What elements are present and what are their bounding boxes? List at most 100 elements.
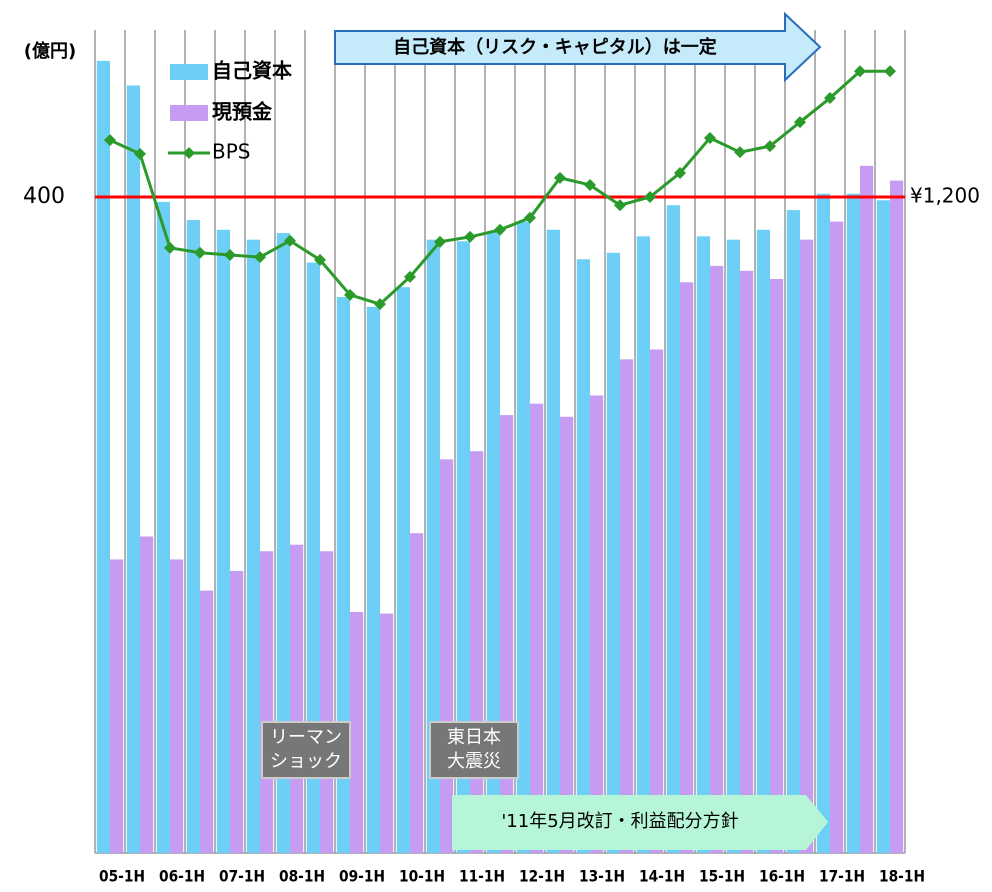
bar [380,613,394,853]
bps-marker [494,223,506,236]
bar [560,416,574,853]
bar [530,403,544,853]
bar [680,282,694,853]
bar [200,590,214,853]
bps-marker [374,298,386,311]
bps-marker [794,116,806,129]
x-tick-label: 14-1H [639,867,685,886]
bar [126,85,140,854]
bar [276,233,290,853]
bps-marker [134,147,146,160]
y-unit-label: (億円) [24,40,76,62]
bps-marker [254,251,266,264]
bar [876,200,890,853]
bar [740,270,754,853]
bar [290,544,304,853]
y-tick-label: 400 [23,184,65,209]
bar [846,193,860,854]
bar [440,459,454,853]
bar [170,559,184,853]
x-tick-label: 15-1H [699,867,745,886]
bps-marker [344,288,356,301]
x-tick-label: 12-1H [519,867,565,886]
bar [546,229,560,854]
bar [140,536,154,853]
bps-marker [284,234,296,247]
bar [636,236,650,854]
bar [516,221,530,854]
bps-marker [104,134,116,147]
x-tick-label: 07-1H [219,867,265,886]
bps-marker [884,65,896,78]
bar [470,451,484,853]
bar [710,265,724,853]
legend-swatch [170,105,208,121]
x-tick-label: 16-1H [759,867,805,886]
x-tick-label: 08-1H [279,867,325,886]
annotation-box [334,11,822,83]
bar [620,359,634,853]
bps-marker [644,191,656,203]
annotation-box [429,721,519,779]
bar [410,533,424,853]
bar [860,165,874,854]
bps-marker [614,199,626,212]
x-tick-label: 11-1H [459,867,505,886]
bps-marker [464,230,476,243]
bar [486,231,500,853]
bar [890,180,904,854]
annotation-box [452,795,828,850]
legend-marker [183,147,195,159]
bar [696,236,710,854]
bar [816,193,830,854]
bps-marker [194,246,206,259]
bar [800,239,814,853]
bps-marker [224,248,236,261]
x-tick-label: 06-1H [159,867,205,886]
bar [770,279,784,853]
bps-marker [404,270,416,283]
bps-marker [434,235,446,248]
bar [756,229,770,854]
bps-marker [764,140,776,153]
bar [786,210,800,853]
bps-marker [314,253,326,266]
bar [590,395,604,853]
bar [350,611,364,853]
bps-marker [164,241,176,254]
bps-marker [854,65,866,78]
bar [426,239,440,853]
bar [96,60,110,853]
bps-marker [554,171,566,184]
annotation-text: リーマン [270,727,342,748]
legend-swatch [170,64,208,80]
annotation-text: 自己資本（リスク・キャピタル）は一定 [393,36,717,58]
bar [666,205,680,853]
bar [576,259,590,853]
y2-tick-label: ¥1,200 [910,184,980,208]
bps-marker [824,92,836,105]
bar [306,262,320,854]
bps-marker [674,166,686,179]
x-tick-label: 05-1H [99,867,145,886]
annotation-box [261,721,351,779]
annotation-text: 大震災 [447,751,501,772]
bar [110,559,124,853]
bar [320,551,334,853]
bar [216,229,230,854]
x-tick-label: 17-1H [819,867,865,886]
bps-marker [704,131,716,144]
annotation-text: ショック [270,751,342,772]
bar [336,297,350,853]
bar [156,201,170,854]
bar [726,239,740,853]
legend-label: 現預金 [212,100,273,124]
bps-marker [734,146,746,159]
annotation-text: '11年5月改訂・利益配分方針 [501,811,738,832]
bar [500,415,514,853]
bar [260,551,274,853]
bar [830,221,844,854]
bar [230,570,244,853]
x-tick-label: 09-1H [339,867,385,886]
